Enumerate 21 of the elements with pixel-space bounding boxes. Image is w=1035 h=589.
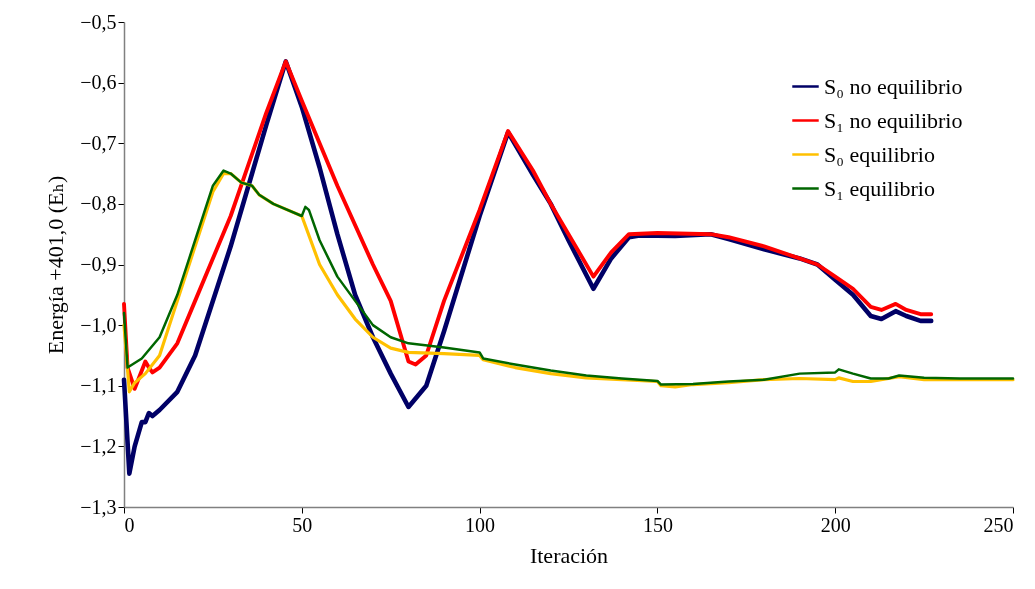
x-axis-title: Iteración <box>529 542 609 568</box>
legend-label: S₀ equilibrio <box>824 141 935 167</box>
y-tick-label: −0,7 <box>80 131 117 154</box>
x-tick-label: 100 <box>465 513 496 536</box>
y-tick-label: −0,9 <box>80 253 117 275</box>
y-tick-label: −0,6 <box>80 71 117 94</box>
y-axis-title: Energía +401,0 (Eₕ) <box>43 175 69 355</box>
legend-label: S₀ no equilibrio <box>824 73 963 99</box>
x-tick-label: 50 <box>292 513 313 536</box>
x-tick-label: 0 <box>124 513 135 536</box>
x-tick-label: 250 <box>983 513 1014 536</box>
x-tick-label: 200 <box>820 513 851 536</box>
y-tick-label: −1,3 <box>80 495 117 518</box>
y-tick-label: −1,1 <box>80 374 117 397</box>
y-tick-label: −0,8 <box>80 192 117 215</box>
legend-label: S₁ no equilibrio <box>824 107 963 133</box>
x-tick-label: 150 <box>642 513 673 536</box>
legend-label: S₁ equilibrio <box>824 175 935 201</box>
y-tick-label: −1,2 <box>80 434 117 457</box>
y-tick-label: −0,5 <box>80 10 117 33</box>
y-tick-label: −1,0 <box>80 313 117 336</box>
